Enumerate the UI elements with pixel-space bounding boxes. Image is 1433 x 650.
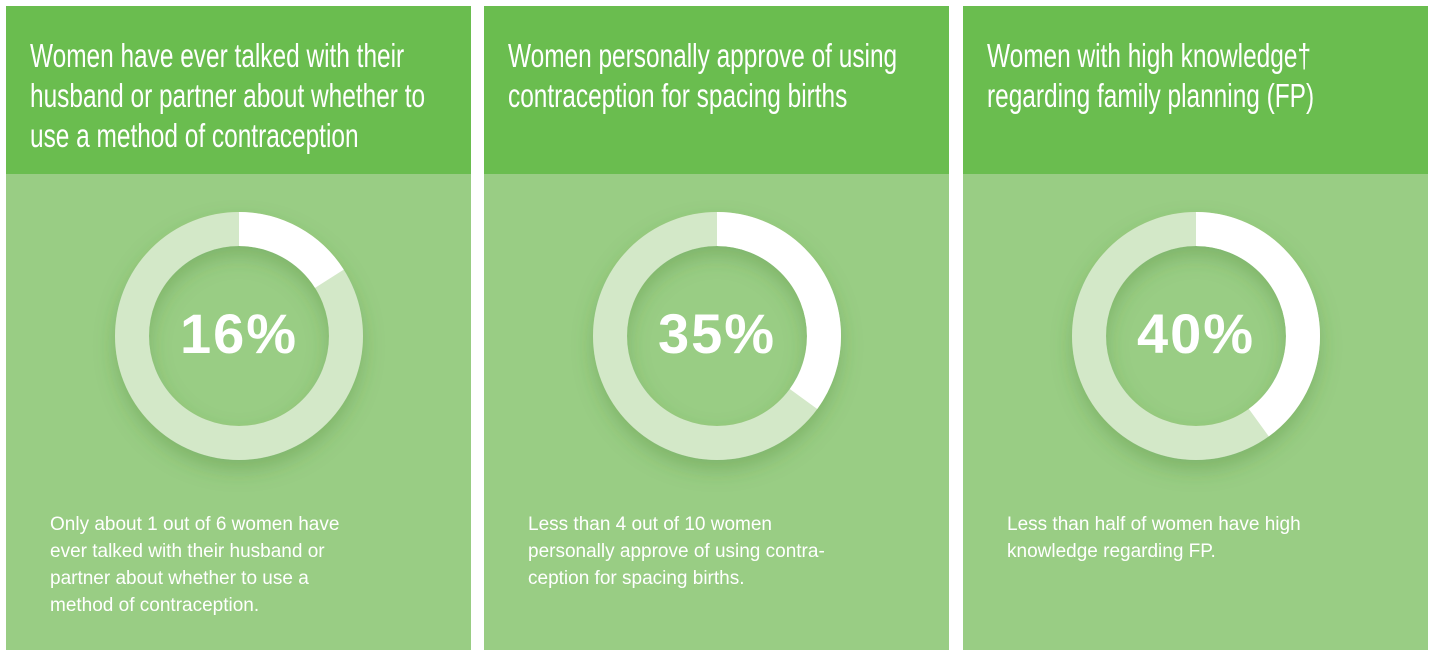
value-label: 35% (658, 302, 776, 365)
description-line: Only about 1 out of 6 women have (50, 514, 340, 535)
title-line: Women with high knowledge† (987, 37, 1311, 74)
panel: Women have ever talked with their husband… (6, 6, 471, 650)
description-line: Less than 4 out of 10 women (528, 514, 772, 535)
description-line: personally approve of using contra- (528, 541, 825, 562)
value-label: 16% (180, 302, 298, 365)
panel-title: Women with high knowledge† regarding fami… (987, 36, 1401, 116)
panel-header: Women have ever talked with their husband… (6, 6, 471, 174)
title-line: use a method of contraception (30, 117, 359, 154)
donut-segment (1072, 212, 1320, 460)
panel-header: Women with high knowledge† regarding fami… (963, 6, 1428, 174)
value-label: 40% (1137, 302, 1255, 365)
donut-chart: 40% (1072, 212, 1320, 460)
description: Only about 1 out of 6 women have ever tal… (50, 511, 339, 619)
panel: Women with high knowledge† regarding fami… (963, 6, 1428, 650)
title-line: husband or partner about whether to (30, 77, 426, 114)
description-line: method of contraception. (50, 595, 260, 616)
description-line: knowledge regarding FP. (1007, 541, 1216, 562)
panel: Women personally approve of using contrac… (484, 6, 949, 650)
donut-segment (115, 212, 363, 460)
description: Less than half of women have high knowled… (1007, 511, 1301, 565)
donut-chart: 16% (115, 212, 363, 460)
description-line: partner about whether to use a (50, 568, 309, 589)
panel-title: Women have ever talked with their husband… (30, 36, 444, 156)
panel-header: Women personally approve of using contrac… (484, 6, 949, 174)
title-line: Women personally approve of using (508, 37, 898, 74)
donut-chart: 35% (593, 212, 841, 460)
title-line: Women have ever talked with their (30, 37, 405, 74)
panel-title: Women personally approve of using contrac… (508, 36, 922, 116)
description-line: ception for spacing births. (528, 568, 745, 589)
description-line: ever talked with their husband or (50, 541, 325, 562)
donut (115, 212, 363, 460)
description: Less than 4 out of 10 women personally ap… (528, 511, 825, 592)
donut (1072, 212, 1320, 460)
title-line: contraception for spacing births (508, 77, 848, 114)
donut-segment (593, 212, 841, 460)
donut (593, 212, 841, 460)
description-line: Less than half of women have high (1007, 514, 1301, 535)
title-line: regarding family planning (FP) (987, 77, 1315, 114)
